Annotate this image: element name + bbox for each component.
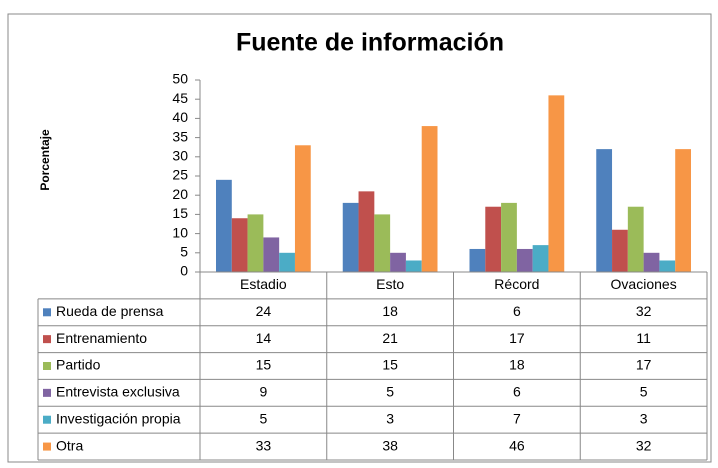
y-tick-label: 50 xyxy=(172,71,188,87)
bar xyxy=(612,229,628,272)
legend-label: Otra xyxy=(56,437,83,453)
bar xyxy=(279,252,295,272)
y-tick-label: 40 xyxy=(172,109,188,125)
table-value: 5 xyxy=(640,384,648,400)
bar xyxy=(358,191,375,272)
chart-title: Fuente de información xyxy=(236,29,504,57)
table-value: 3 xyxy=(386,410,394,426)
bar xyxy=(405,260,422,272)
x-tick-label: Récord xyxy=(494,276,539,292)
table-value: 32 xyxy=(636,437,652,453)
bar xyxy=(596,149,613,272)
x-tick-label: Estadio xyxy=(240,276,287,292)
table-value: 6 xyxy=(513,384,521,400)
y-axis-label: Porcentaje xyxy=(38,129,52,191)
bar xyxy=(659,260,676,272)
legend-label: Entrevista exclusiva xyxy=(56,384,180,400)
legend-label: Investigación propia xyxy=(56,410,181,426)
bar xyxy=(643,252,660,272)
x-tick-label: Ovaciones xyxy=(611,276,677,292)
legend-swatch xyxy=(43,442,51,451)
table-value: 15 xyxy=(382,357,398,373)
table-value: 7 xyxy=(513,410,521,426)
y-tick-label: 30 xyxy=(172,148,188,164)
bar xyxy=(216,179,232,272)
table-value: 24 xyxy=(256,303,272,319)
table-value: 6 xyxy=(513,303,521,319)
y-tick-label: 35 xyxy=(172,128,188,144)
y-tick-label: 15 xyxy=(172,205,188,221)
bar xyxy=(675,149,691,272)
table-value: 33 xyxy=(256,437,272,453)
table-value: 32 xyxy=(636,303,652,319)
legend-swatch xyxy=(43,362,51,370)
table-value: 5 xyxy=(386,384,394,400)
bar xyxy=(485,206,502,272)
bar xyxy=(501,202,517,272)
table-value: 38 xyxy=(382,437,398,453)
bar xyxy=(516,248,533,272)
x-tick-label: Esto xyxy=(376,276,404,292)
bar xyxy=(532,245,549,272)
table-value: 17 xyxy=(509,330,525,346)
legend-swatch xyxy=(43,308,51,317)
table-value: 17 xyxy=(636,357,652,373)
bar xyxy=(342,202,359,272)
table-value: 21 xyxy=(382,330,398,346)
legend-label: Partido xyxy=(56,357,101,373)
bar xyxy=(263,237,280,272)
table-value: 14 xyxy=(256,330,272,346)
bar xyxy=(627,206,644,272)
legend-label: Rueda de prensa xyxy=(56,303,164,319)
bar xyxy=(421,126,438,272)
table-value: 3 xyxy=(640,410,648,426)
y-tick-label: 25 xyxy=(172,167,188,183)
legend-swatch xyxy=(43,388,51,397)
y-tick-label: 0 xyxy=(180,263,188,279)
bar xyxy=(469,248,486,272)
table-value: 9 xyxy=(259,384,267,400)
legend-swatch xyxy=(43,335,51,344)
bar xyxy=(231,218,248,272)
table-value: 15 xyxy=(256,357,272,373)
y-tick-label: 45 xyxy=(172,90,188,106)
bar xyxy=(374,214,391,272)
table-value: 46 xyxy=(509,437,525,453)
table-value: 18 xyxy=(382,303,398,319)
table-value: 11 xyxy=(636,330,651,346)
bar xyxy=(294,145,311,272)
bar xyxy=(548,95,565,272)
bar xyxy=(390,252,406,272)
y-tick-label: 20 xyxy=(172,186,188,202)
table-value: 18 xyxy=(509,357,525,373)
bar xyxy=(247,214,264,272)
legend-swatch xyxy=(43,415,51,424)
legend-label: Entrenamiento xyxy=(56,330,147,346)
y-tick-label: 5 xyxy=(180,244,188,260)
table-value: 5 xyxy=(259,410,267,426)
y-tick-label: 10 xyxy=(172,224,188,240)
